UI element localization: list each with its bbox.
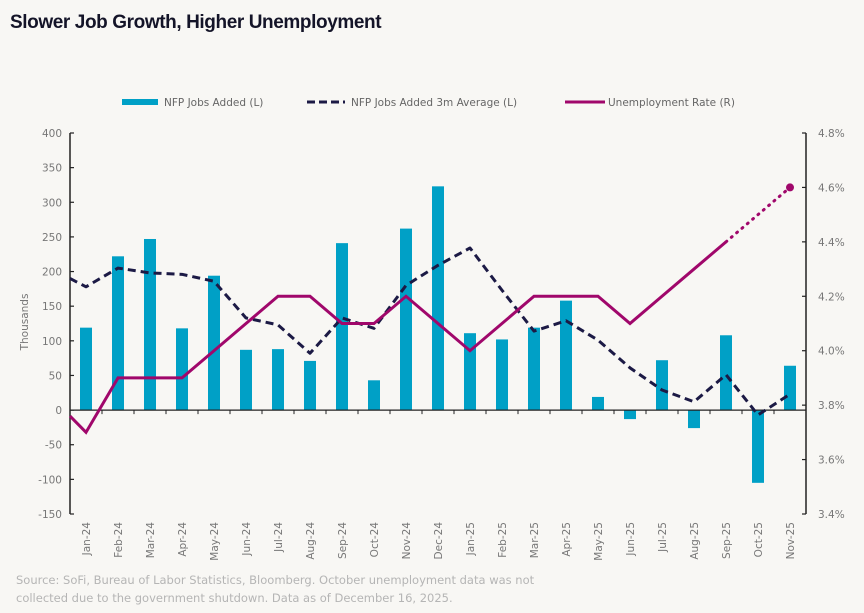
bar-jun-25 xyxy=(624,410,636,420)
x-label-jun-25: Jun-25 xyxy=(625,522,637,557)
left-tick-label: -100 xyxy=(38,474,62,486)
bar-mar-24 xyxy=(144,238,156,411)
left-tick-label: 100 xyxy=(42,336,62,348)
unemployment-endpoint-marker xyxy=(786,183,794,192)
left-tick-label: 50 xyxy=(49,370,62,382)
x-label-oct-24: Oct-24 xyxy=(369,522,381,558)
legend-label-unemployment: Unemployment Rate (R) xyxy=(608,97,735,109)
bar-apr-25 xyxy=(560,300,572,411)
x-label-jul-25: Jul-25 xyxy=(657,522,669,553)
right-tick-label: 4.0% xyxy=(818,346,845,358)
left-tick-label: -150 xyxy=(38,509,62,521)
bar-jul-24 xyxy=(272,349,284,411)
x-axis-labels: Jan-24 Feb-24 Mar-24 Apr-24 May-24 Jun-24 Jul-… xyxy=(81,522,797,561)
bar-jan-25 xyxy=(464,333,476,411)
left-tick-label: 300 xyxy=(42,197,62,209)
left-tick-label: 150 xyxy=(42,301,62,313)
legend-swatch-bars xyxy=(122,99,158,105)
y-axis-label: Thousands xyxy=(19,294,31,352)
x-label-jun-24: Jun-24 xyxy=(241,522,253,557)
x-label-oct-25: Oct-25 xyxy=(753,522,765,557)
x-label-mar-24: Mar-24 xyxy=(145,522,157,559)
bar-aug-24 xyxy=(304,360,316,411)
bar-may-24 xyxy=(208,275,220,411)
x-label-dec-24: Dec-24 xyxy=(433,522,445,560)
x-label-apr-25: Apr-25 xyxy=(561,522,573,557)
bar-sep-24 xyxy=(336,243,348,411)
right-axis: 4.8% 4.6% 4.4% 4.2% 4.0% 3.8% 3.6% 3.4% xyxy=(802,128,845,521)
avg-line xyxy=(69,246,791,417)
legend: NFP Jobs Added (L) NFP Jobs Added 3m Aver… xyxy=(122,97,735,109)
footnote-line-2: collected due to the government shutdown… xyxy=(16,591,453,605)
bar-series xyxy=(80,186,796,483)
left-tick-label: 400 xyxy=(42,128,62,140)
bar-sep-25 xyxy=(720,335,732,411)
x-label-jan-25: Jan-25 xyxy=(465,522,477,556)
bar-oct-24 xyxy=(368,380,380,411)
chart-title: Slower Job Growth, Higher Unemployment xyxy=(10,12,382,33)
x-label-apr-24: Apr-24 xyxy=(177,522,189,557)
bar-jun-24 xyxy=(240,349,252,411)
left-tick-label: 250 xyxy=(42,232,62,244)
bar-jul-25 xyxy=(656,360,668,411)
left-tick-label: 0 xyxy=(55,405,62,417)
zero-axis xyxy=(70,409,806,415)
x-label-jul-24: Jul-24 xyxy=(273,522,285,553)
x-label-sep-25: Sep-25 xyxy=(721,522,733,559)
bar-may-25 xyxy=(592,396,604,411)
bar-oct-25 xyxy=(752,410,764,483)
right-tick-label: 4.8% xyxy=(818,128,845,140)
x-label-nov-25: Nov-25 xyxy=(785,522,797,559)
unemployment-line-series xyxy=(68,183,794,435)
bar-nov-25 xyxy=(784,365,796,411)
x-label-jan-24: Jan-24 xyxy=(81,522,93,557)
right-tick-label: 4.4% xyxy=(818,237,845,249)
x-label-may-24: May-24 xyxy=(209,522,221,561)
left-axis: 400 350 300 250 200 150 100 50 0 -50 -100 -150 xyxy=(38,128,74,521)
unemployment-line xyxy=(68,240,727,435)
bar-feb-25 xyxy=(496,339,508,411)
x-label-aug-24: Aug-24 xyxy=(305,522,317,560)
right-tick-label: 4.2% xyxy=(818,291,845,303)
legend-label-bars: NFP Jobs Added (L) xyxy=(164,97,263,109)
left-tick-label: -50 xyxy=(45,440,62,452)
right-tick-label: 3.6% xyxy=(818,455,845,467)
bar-nov-24 xyxy=(400,228,412,411)
bar-mar-25 xyxy=(528,327,540,411)
x-label-sep-24: Sep-24 xyxy=(337,522,349,559)
x-label-may-25: May-25 xyxy=(593,522,605,561)
avg-line-series xyxy=(69,246,791,417)
x-label-mar-25: Mar-25 xyxy=(529,522,541,558)
unemployment-dotted-segment xyxy=(724,185,792,244)
bar-jan-24 xyxy=(80,327,92,411)
bar-dec-24 xyxy=(432,186,444,411)
right-tick-label: 3.8% xyxy=(818,400,845,412)
x-label-feb-24: Feb-24 xyxy=(113,522,125,558)
x-label-aug-25: Aug-25 xyxy=(689,522,701,560)
bar-feb-24 xyxy=(112,256,124,411)
bar-apr-24 xyxy=(176,328,188,411)
x-label-feb-25: Feb-25 xyxy=(497,522,509,558)
left-tick-label: 350 xyxy=(42,163,62,175)
left-tick-label: 200 xyxy=(42,267,62,279)
bar-aug-25 xyxy=(688,410,700,429)
source-footnote: Source: SoFi, Bureau of Labor Statistics… xyxy=(16,571,636,607)
right-tick-label: 3.4% xyxy=(818,509,845,521)
legend-label-avg: NFP Jobs Added 3m Average (L) xyxy=(351,97,517,109)
footnote-line-1: Source: SoFi, Bureau of Labor Statistics… xyxy=(16,573,535,587)
x-label-nov-24: Nov-24 xyxy=(401,522,413,560)
right-tick-label: 4.6% xyxy=(818,182,845,194)
